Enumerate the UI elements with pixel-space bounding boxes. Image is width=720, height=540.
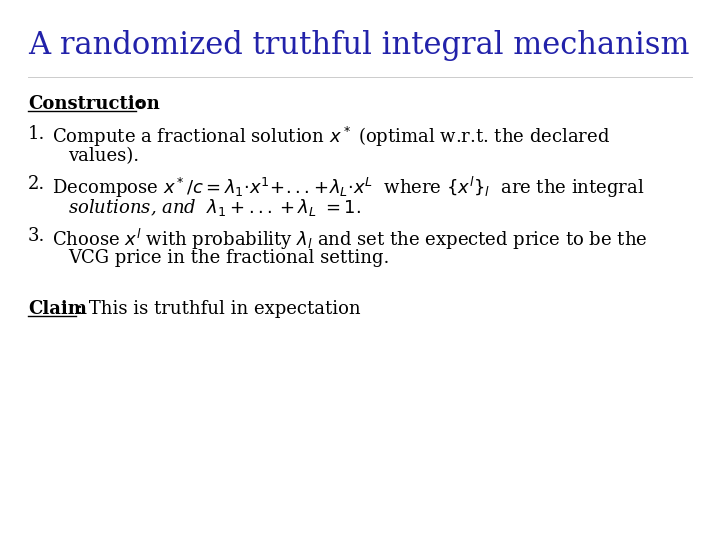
Text: Construction: Construction [28,95,160,113]
Text: 1.: 1. [28,125,45,143]
Text: Choose $x^l$ with probability $\lambda_l$ and set the expected price to be the: Choose $x^l$ with probability $\lambda_l… [52,227,647,252]
Text: solutions, and  $\lambda_1 + ... + \lambda_L\ = 1.$: solutions, and $\lambda_1 + ... + \lambd… [68,197,361,218]
Text: A randomized truthful integral mechanism: A randomized truthful integral mechanism [28,30,690,61]
Text: Claim: Claim [28,300,87,318]
Text: 2.: 2. [28,175,45,193]
Text: Compute a fractional solution $x^*$ (optimal w.r.t. the declared: Compute a fractional solution $x^*$ (opt… [52,125,610,149]
Text: : This is truthful in expectation: : This is truthful in expectation [77,300,361,318]
Text: 3.: 3. [28,227,45,245]
Text: VCG price in the fractional setting.: VCG price in the fractional setting. [68,249,390,267]
Text: :: : [136,95,143,113]
Text: Decompose $x^*/c = \lambda_1{\cdot}x^1\!+\!...\!+\!\lambda_L{\cdot}x^L$  where $: Decompose $x^*/c = \lambda_1{\cdot}x^1\!… [52,175,644,200]
Text: values).: values). [68,147,139,165]
